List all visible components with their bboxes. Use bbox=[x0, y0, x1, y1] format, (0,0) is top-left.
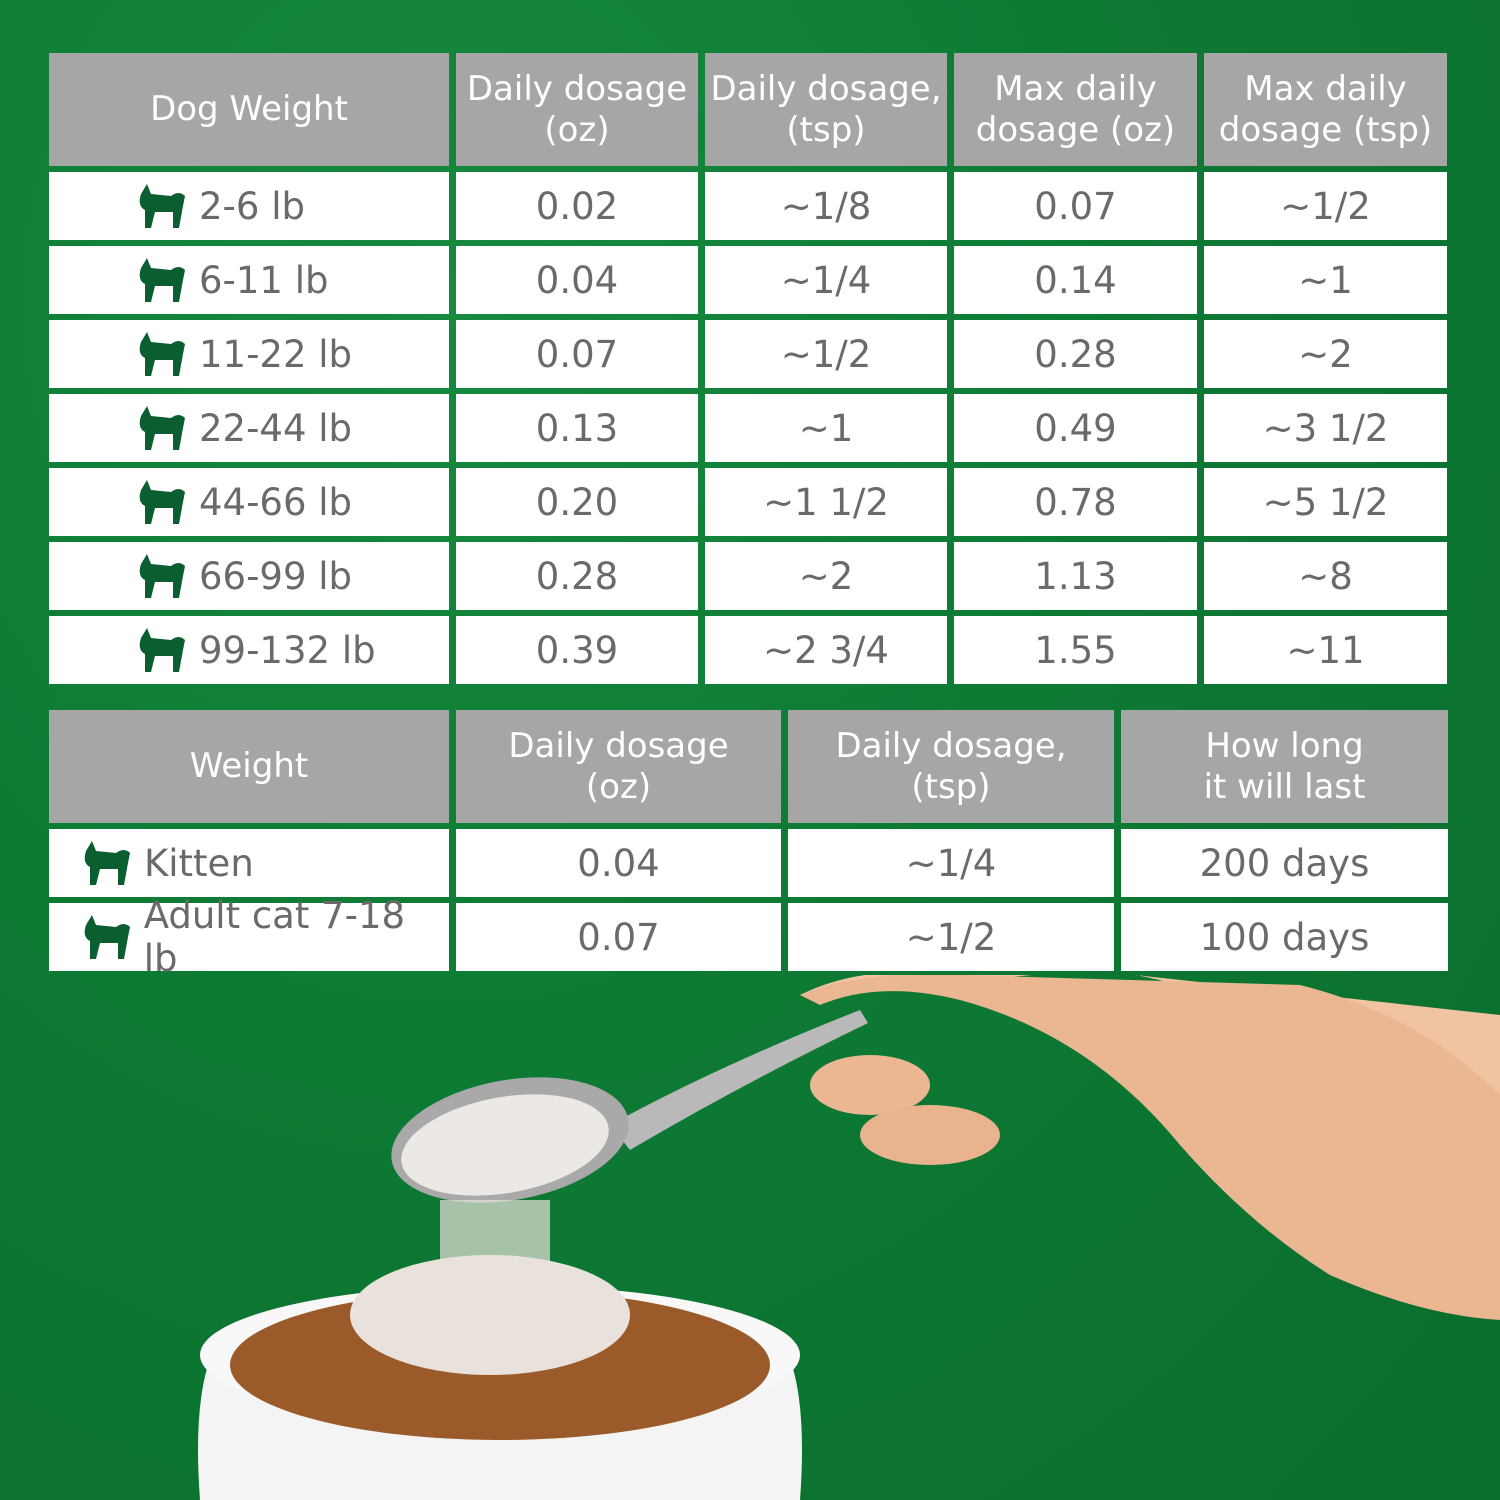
column-header: Weight bbox=[49, 710, 449, 823]
max-tsp-cell: ~1 bbox=[1204, 246, 1447, 314]
chihuahua-icon bbox=[119, 180, 189, 232]
tsp-cell: ~1/8 bbox=[705, 172, 947, 240]
column-header: How long it will last bbox=[1121, 710, 1448, 823]
pomeranian-icon bbox=[119, 254, 189, 306]
oz-cell: 0.07 bbox=[456, 320, 698, 388]
kitten-icon bbox=[74, 837, 134, 889]
weight-label: Adult cat 7-18 lb bbox=[143, 894, 406, 980]
tsp-cell: ~1/4 bbox=[705, 246, 947, 314]
max-oz-cell: 1.55 bbox=[954, 616, 1197, 684]
tsp-cell: ~1 bbox=[705, 394, 947, 462]
max-oz-cell: 0.14 bbox=[954, 246, 1197, 314]
oz-cell: 0.04 bbox=[456, 829, 781, 897]
spoon-image bbox=[391, 1010, 868, 1203]
weight-label: 44-66 lb bbox=[199, 480, 353, 524]
duration-cell: 100 days bbox=[1121, 903, 1448, 971]
weight-label: 6-11 lb bbox=[199, 258, 329, 302]
cat-icon bbox=[74, 911, 134, 963]
oz-cell: 0.13 bbox=[456, 394, 698, 462]
oz-cell: 0.39 bbox=[456, 616, 698, 684]
weight-label: 99-132 lb bbox=[199, 628, 376, 672]
column-header: Daily dosage (oz) bbox=[456, 53, 698, 166]
max-tsp-cell: ~2 bbox=[1204, 320, 1447, 388]
oz-cell: 0.20 bbox=[456, 468, 698, 536]
tsp-cell: ~2 bbox=[705, 542, 947, 610]
max-tsp-cell: ~3 1/2 bbox=[1204, 394, 1447, 462]
product-photo bbox=[198, 975, 1500, 1500]
weight-cell: 66-99 lb bbox=[49, 542, 449, 610]
oz-cell: 0.28 bbox=[456, 542, 698, 610]
weight-cell: Kitten bbox=[49, 829, 449, 897]
max-tsp-cell: ~5 1/2 bbox=[1204, 468, 1447, 536]
cat-dosage-table: Weight Daily dosage (oz) Daily dosage, (ts… bbox=[49, 710, 1450, 980]
akita-icon bbox=[119, 624, 189, 676]
tsp-cell: ~1 1/2 bbox=[705, 468, 947, 536]
tsp-cell: ~2 3/4 bbox=[705, 616, 947, 684]
max-tsp-cell: ~11 bbox=[1204, 616, 1447, 684]
tsp-cell: ~1/4 bbox=[788, 829, 1114, 897]
max-oz-cell: 0.49 bbox=[954, 394, 1197, 462]
chow-icon bbox=[119, 476, 189, 528]
weight-cell: 11-22 lb bbox=[49, 320, 449, 388]
column-header: Max daily dosage (oz) bbox=[954, 53, 1197, 166]
weight-label: 22-44 lb bbox=[199, 406, 353, 450]
max-tsp-cell: ~1/2 bbox=[1204, 172, 1447, 240]
weight-cell: 99-132 lb bbox=[49, 616, 449, 684]
weight-label: Kitten bbox=[144, 841, 254, 885]
weight-label: 11-22 lb bbox=[199, 332, 353, 376]
weight-label: 2-6 lb bbox=[199, 184, 305, 228]
column-header: Daily dosage (oz) bbox=[456, 710, 781, 823]
max-oz-cell: 0.07 bbox=[954, 172, 1197, 240]
oz-cell: 0.02 bbox=[456, 172, 698, 240]
max-oz-cell: 0.28 bbox=[954, 320, 1197, 388]
tsp-cell: ~1/2 bbox=[788, 903, 1114, 971]
weight-cell: 6-11 lb bbox=[49, 246, 449, 314]
dog-dosage-table: Dog Weight Daily dosage (oz) Daily dosage,… bbox=[49, 53, 1450, 684]
max-oz-cell: 1.13 bbox=[954, 542, 1197, 610]
doberman-icon bbox=[119, 550, 189, 602]
max-tsp-cell: ~8 bbox=[1204, 542, 1447, 610]
tsp-cell: ~1/2 bbox=[705, 320, 947, 388]
oz-cell: 0.04 bbox=[456, 246, 698, 314]
oz-cell: 0.07 bbox=[456, 903, 781, 971]
weight-cell: 2-6 lb bbox=[49, 172, 449, 240]
column-header: Daily dosage, (tsp) bbox=[705, 53, 947, 166]
weight-label: 66-99 lb bbox=[199, 554, 353, 598]
column-header: Dog Weight bbox=[49, 53, 449, 166]
max-oz-cell: 0.78 bbox=[954, 468, 1197, 536]
terrier-icon bbox=[119, 328, 189, 380]
weight-cell: 22-44 lb bbox=[49, 394, 449, 462]
hand-image bbox=[800, 975, 1500, 1320]
column-header: Daily dosage, (tsp) bbox=[788, 710, 1114, 823]
spaniel-icon bbox=[119, 402, 189, 454]
bowl-image bbox=[198, 1255, 802, 1500]
column-header: Max daily dosage (tsp) bbox=[1204, 53, 1447, 166]
duration-cell: 200 days bbox=[1121, 829, 1448, 897]
weight-cell: Adult cat 7-18 lb bbox=[49, 894, 449, 980]
weight-cell: 44-66 lb bbox=[49, 468, 449, 536]
